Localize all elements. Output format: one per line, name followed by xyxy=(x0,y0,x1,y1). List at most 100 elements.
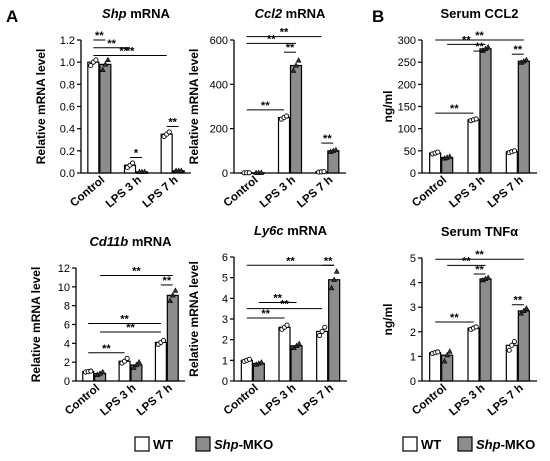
category-label: LPS 7 h xyxy=(486,174,526,210)
bar-wt xyxy=(160,133,173,174)
y-tick-label: 0.6 xyxy=(60,102,75,114)
data-point-mko xyxy=(178,167,185,173)
significance-label: ** xyxy=(475,41,484,53)
y-tick-label: 0.8 xyxy=(60,79,75,91)
y-tick-label: 150 xyxy=(398,102,416,114)
bar-mko xyxy=(517,310,530,382)
significance-label: ** xyxy=(475,249,484,261)
bar-wt xyxy=(467,119,480,174)
y-tick-label: 600 xyxy=(210,35,228,47)
bar-wt xyxy=(154,341,167,382)
legend-b-label-wt: WT xyxy=(421,437,441,452)
bar-mko xyxy=(328,279,341,382)
significance-label: ** xyxy=(324,255,333,267)
y-tick-label: 2 xyxy=(64,357,70,369)
category-label: LPS 3 h xyxy=(104,174,144,210)
data-point-mko xyxy=(99,368,106,375)
data-point-mko xyxy=(441,358,448,364)
chart-title: Ccl2 mRNA xyxy=(255,6,326,21)
y-tick-label: 1 xyxy=(410,351,416,363)
y-tick-label: 50 xyxy=(404,146,416,158)
data-point-mko xyxy=(485,43,492,50)
significance-label: ** xyxy=(267,33,276,45)
data-point-wt xyxy=(88,62,94,69)
data-point-wt xyxy=(435,149,441,155)
significance-label: ** xyxy=(280,27,289,39)
data-point-mko xyxy=(328,284,335,291)
chart-title: Serum CCL2 xyxy=(440,6,518,21)
data-point-mko xyxy=(258,359,265,365)
category-label: LPS 3 h xyxy=(98,382,138,418)
y-tick-label: 4 xyxy=(222,293,228,305)
significance-label: ** xyxy=(107,38,116,50)
data-point-wt xyxy=(321,169,327,175)
bar-wt xyxy=(467,327,480,382)
y-tick-label: 3 xyxy=(410,302,416,314)
significance-label: ** xyxy=(514,295,523,307)
category-label: LPS 3 h xyxy=(447,382,487,418)
category-label: LPS 3 h xyxy=(447,174,487,210)
y-tick-label: 5 xyxy=(222,273,228,285)
significance-label: ** xyxy=(286,255,295,267)
significance-label: ** xyxy=(95,30,104,42)
significance-label: ** xyxy=(132,266,141,278)
significance-label: ** xyxy=(462,255,471,267)
data-point-mko xyxy=(446,348,453,354)
significance-label: ** xyxy=(323,133,332,145)
charts-group: Shp mRNA 0.0 0.2 0.4 0.6 0.8 1.0 1.2 Relative mR… xyxy=(29,6,537,418)
legend-b-label-mko-italic: Shp xyxy=(476,437,501,452)
bar-wt xyxy=(278,326,291,382)
legend-b-label-mko: Shp-MKO xyxy=(476,437,535,452)
y-axis-label: Relative mRNA level xyxy=(34,49,48,165)
bar-mko xyxy=(290,345,303,382)
chart-title-rest: mRNA xyxy=(128,234,172,249)
significance-label: ** xyxy=(462,34,471,46)
y-tick-label: 3 xyxy=(222,314,228,326)
chart-title-rest: mRNA xyxy=(282,6,326,21)
y-tick-label: 5 xyxy=(410,253,416,265)
significance-label: ** xyxy=(280,299,289,311)
data-point-wt xyxy=(124,355,130,361)
data-point-wt xyxy=(284,322,290,328)
data-point-mko xyxy=(130,364,137,370)
significance-label: ** xyxy=(475,264,484,276)
y-axis-label: Relative mRNA level xyxy=(187,49,201,165)
legend-label-mko-italic: Shp xyxy=(214,437,239,452)
y-tick-label: 6 xyxy=(222,252,228,264)
significance-label: ** xyxy=(163,275,172,287)
data-point-wt xyxy=(317,332,323,339)
legend: WT Shp-MKO WT Shp-MKO xyxy=(134,436,535,452)
category-label: LPS 3 h xyxy=(258,382,298,418)
data-point-mko xyxy=(136,358,142,365)
legend-b-swatch-mko xyxy=(457,436,473,452)
y-tick-label: 2 xyxy=(222,335,228,347)
y-tick-label: 1.2 xyxy=(60,35,75,47)
legend-swatch-wt xyxy=(134,436,150,452)
chart-4: Serum CCL2050100150200250300ng/mlControl… xyxy=(381,6,537,210)
legend-swatch-mko xyxy=(195,436,211,452)
significance-label: ** xyxy=(514,44,523,56)
y-tick-label: 1 xyxy=(222,355,228,367)
bar-mko xyxy=(327,150,340,174)
y-axis-label: Relative mRNA level xyxy=(29,267,43,383)
chart-0: Shp mRNA 0.0 0.2 0.4 0.6 0.8 1.0 1.2 Relative mR… xyxy=(34,6,191,210)
data-point-wt xyxy=(93,57,99,63)
significance-label: ** xyxy=(120,314,129,326)
y-axis-label: Relative mRNA level xyxy=(187,261,201,377)
y-tick-label: 0 xyxy=(410,376,416,388)
data-point-mko xyxy=(169,292,176,298)
data-point-wt xyxy=(473,324,479,330)
data-point-mko xyxy=(105,56,111,63)
bar-mko xyxy=(479,48,492,174)
significance-label: ** xyxy=(119,46,128,58)
y-tick-label: 0 xyxy=(64,376,70,388)
legend-b-swatch-wt xyxy=(402,436,418,452)
chart-title: Shp mRNA xyxy=(102,6,171,21)
data-point-wt xyxy=(166,129,172,135)
chart-title-rest: mRNA xyxy=(284,223,328,238)
bar-mko xyxy=(289,64,303,174)
